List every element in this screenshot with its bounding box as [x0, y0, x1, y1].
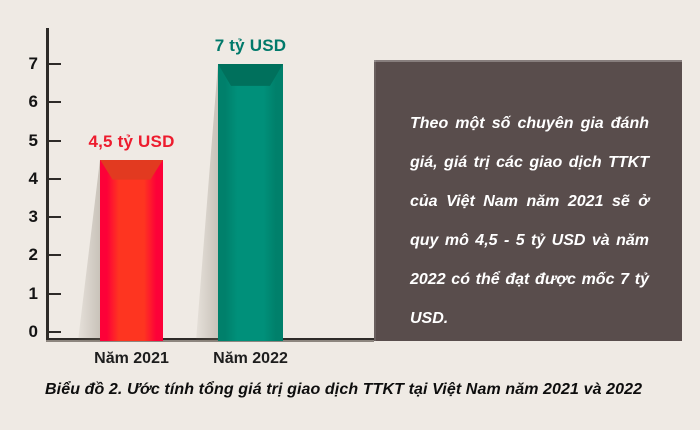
y-tick-label: 7	[28, 53, 38, 73]
bar-top-bevel	[100, 159, 163, 180]
bar-value-label: 7 tỷ USD	[214, 35, 287, 55]
bar-năm-2022	[218, 63, 283, 341]
x-category-label: Năm 2021	[94, 350, 169, 367]
y-tick-label: 2	[28, 245, 38, 265]
y-tick-label: 5	[28, 130, 38, 150]
y-tick-label: 4	[28, 168, 38, 188]
y-tick-mark	[49, 254, 61, 257]
y-tick-mark	[49, 139, 61, 142]
y-tick-label: 6	[28, 92, 38, 112]
x-category-label: Năm 2022	[213, 350, 288, 367]
bar-shadow	[196, 63, 218, 341]
callout-panel: Theo một số chuyên gia đánh giá, giá trị…	[374, 60, 682, 341]
y-tick-label: 1	[28, 283, 38, 303]
y-tick-mark	[49, 101, 61, 104]
y-tick-mark	[49, 62, 61, 65]
callout-text: Theo một số chuyên gia đánh giá, giá trị…	[410, 115, 649, 327]
bar-shadow	[78, 159, 100, 341]
y-tick-label: 3	[28, 207, 38, 227]
y-tick-label: 0	[28, 322, 38, 341]
y-tick-mark	[49, 292, 61, 295]
bar-top-bevel	[218, 63, 283, 86]
chart-caption: Biểu đồ 2. Ước tính tổng giá trị giao dị…	[45, 381, 643, 398]
y-axis-line	[46, 28, 49, 341]
bar-năm-2021	[100, 159, 163, 341]
y-tick-mark	[49, 177, 61, 180]
bar-value-label: 4,5 tỷ USD	[88, 131, 175, 151]
y-tick-mark	[49, 216, 61, 219]
y-tick-mark	[49, 331, 61, 333]
x-axis-line	[46, 338, 374, 342]
